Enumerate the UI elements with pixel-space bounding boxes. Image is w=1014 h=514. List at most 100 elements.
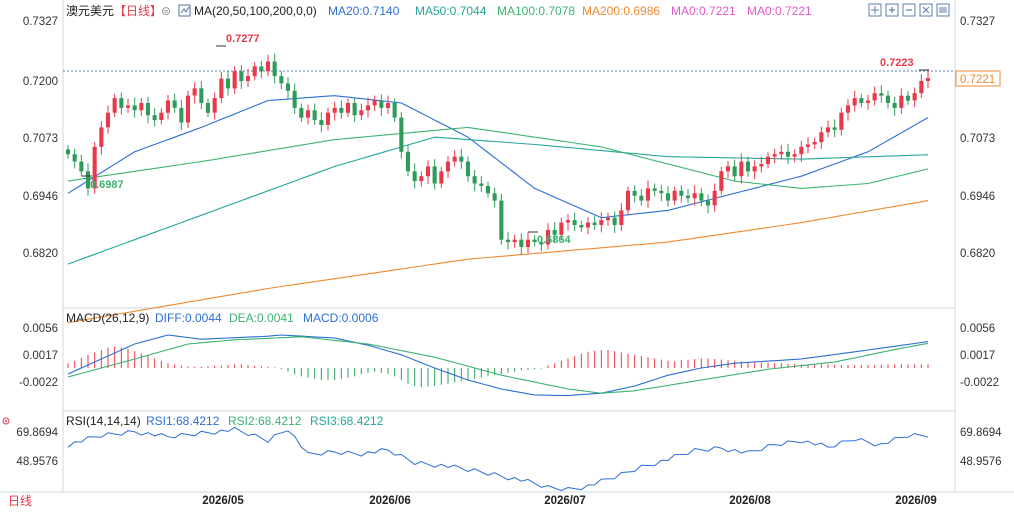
ma-line-ma50	[67, 136, 929, 265]
candle-up	[625, 190, 630, 211]
price-tick-left-2: 0.7073	[23, 133, 58, 145]
candle-up	[792, 154, 797, 157]
candle-down	[879, 93, 884, 96]
candle-down	[732, 166, 737, 177]
candle-down	[225, 78, 230, 89]
candle-up	[819, 132, 824, 143]
candle-up	[265, 61, 270, 72]
candle-down	[312, 110, 317, 121]
macd-tick-left-0: 0.0056	[23, 323, 58, 335]
candle-down	[145, 103, 150, 116]
candle-up	[599, 220, 604, 225]
candle-down	[352, 103, 357, 116]
candle-up	[365, 105, 370, 111]
candle-up	[159, 112, 164, 120]
expand-icon[interactable]	[919, 3, 933, 17]
price-tick-left-0: 0.7327	[23, 16, 58, 28]
candle-up	[605, 217, 610, 221]
rsi1-label: RSI1:68.4212	[146, 414, 220, 428]
ma-line-ma100	[67, 126, 929, 189]
moving-average-lines	[67, 95, 929, 324]
candle-up	[759, 164, 764, 167]
candle-up	[692, 193, 697, 199]
grid-icon[interactable]	[936, 3, 950, 17]
candle-down	[405, 151, 410, 172]
candle-up	[345, 103, 350, 113]
candle-up	[772, 154, 777, 157]
candle-up	[212, 98, 217, 113]
macd-diff-label: DIFF:0.0044	[155, 311, 222, 325]
current-price-tag-box	[955, 70, 1001, 87]
price-tick-left-3: 0.6946	[23, 191, 58, 203]
candle-down	[905, 95, 910, 101]
candle-down	[379, 100, 384, 108]
rsi-tick-left-0: 69.8694	[16, 427, 58, 439]
candle-up	[865, 100, 870, 103]
period-tag[interactable]: 【日线】	[114, 4, 162, 18]
ma0-label-2: MA0:0.7221	[747, 4, 812, 18]
ma-line-ma200	[67, 200, 929, 324]
candle-up	[245, 76, 250, 81]
candle-up	[805, 144, 810, 147]
ma-line-ma20	[67, 95, 929, 219]
candle-up	[305, 110, 310, 118]
candle-down	[199, 88, 204, 103]
current-price-tag: 0.7221	[960, 74, 995, 86]
candle-up	[139, 103, 144, 111]
candle-down	[272, 61, 277, 77]
rsi-tick-right-1: 48.9576	[960, 456, 1002, 468]
candle-up	[919, 81, 924, 94]
candle-up	[872, 93, 877, 101]
candle-down	[279, 76, 284, 84]
candle-down	[485, 186, 490, 194]
macd-tick-left-1: 0.0017	[23, 350, 58, 362]
candle-down	[72, 154, 77, 162]
candle-down	[612, 217, 617, 225]
rsi3-label: RSI3:68.4212	[310, 414, 384, 428]
price-tick-right-4: 0.6820	[960, 248, 995, 260]
candle-up	[585, 222, 590, 228]
price-tick-right-3: 0.6946	[960, 191, 995, 203]
candle-down	[285, 83, 290, 91]
macd-tick-right-2: -0.0022	[960, 377, 999, 389]
candle-up	[645, 188, 650, 201]
rsi-series	[67, 426, 929, 492]
candle-down	[465, 161, 470, 177]
period-button[interactable]: 日线	[8, 494, 32, 508]
candle-up	[845, 105, 850, 113]
rsi-indicator-icon[interactable]	[2, 417, 10, 425]
candle-down	[519, 239, 524, 247]
date-label-4: 2026/09	[895, 495, 937, 507]
rsi2-label: RSI2:68.4212	[228, 414, 302, 428]
candle-up	[912, 93, 917, 101]
candle-up	[192, 88, 197, 96]
macd-series	[67, 334, 929, 397]
ma100-label: MA100:0.7078	[497, 4, 575, 18]
zoom-in-icon[interactable]	[885, 3, 899, 17]
candle-down	[132, 105, 137, 111]
zoom-out-icon[interactable]	[902, 3, 916, 17]
candle-up	[252, 66, 257, 77]
candle-down	[472, 176, 477, 184]
move-icon[interactable]	[868, 3, 882, 17]
candle-up	[232, 71, 237, 89]
candle-up	[332, 107, 337, 113]
candle-down	[685, 195, 690, 199]
ma-settings-icon[interactable]	[178, 4, 191, 17]
candle-up	[325, 112, 330, 125]
candle-up	[452, 156, 457, 162]
candle-down	[432, 166, 437, 184]
candle-down	[579, 225, 584, 228]
candle-down	[665, 193, 670, 201]
candle-up	[512, 239, 517, 243]
candle-down	[392, 103, 397, 118]
date-label-3: 2026/08	[729, 495, 771, 507]
candle-up	[385, 103, 390, 108]
candle-down	[632, 190, 637, 196]
candle-down	[292, 90, 297, 108]
candle-down	[459, 156, 464, 162]
annotation-last-high: 0.7223	[880, 57, 914, 69]
candle-up	[779, 151, 784, 155]
period-glyph-icon[interactable]: ⊜	[161, 4, 171, 18]
